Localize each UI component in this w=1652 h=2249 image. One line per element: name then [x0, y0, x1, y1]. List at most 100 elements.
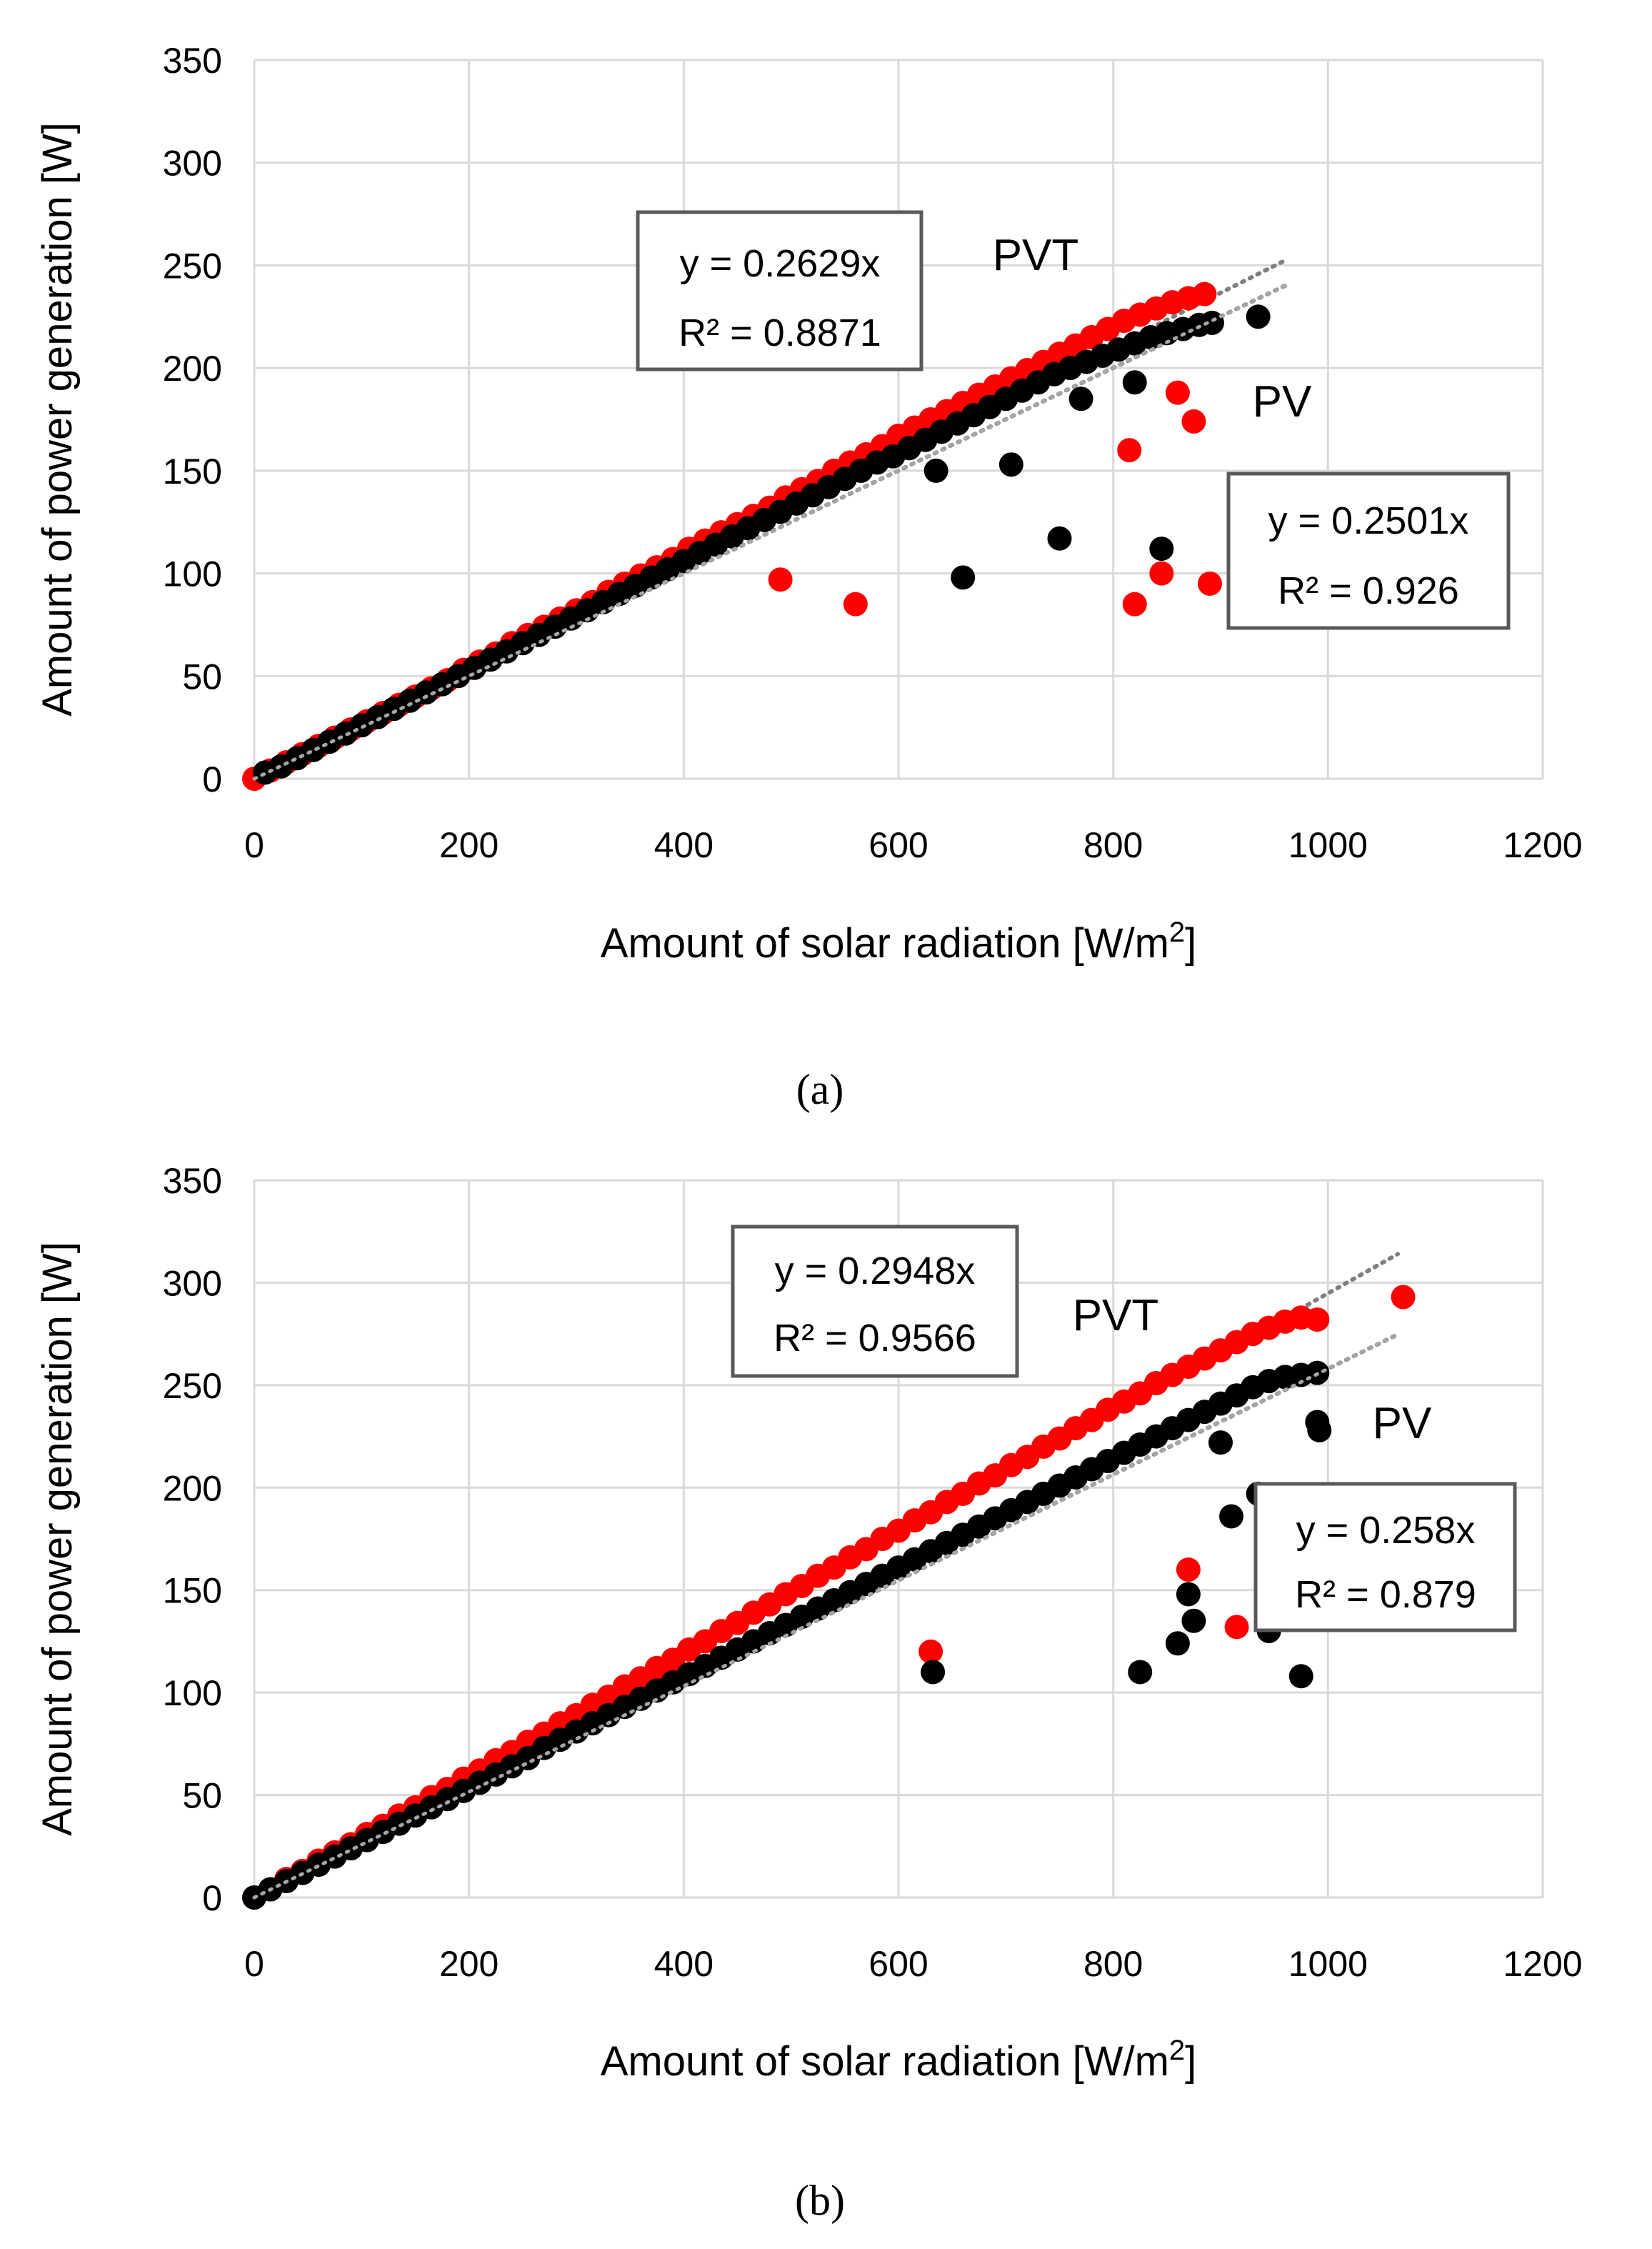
y-tick-label-b: 0	[202, 1878, 222, 1918]
x-tick-label-b: 400	[654, 1944, 714, 1984]
points-b	[242, 1285, 1416, 1910]
x-tick-label-b: 1200	[1503, 1944, 1582, 1984]
chart-a: 0 200 400 600 800 1000 1200 0 50 100 150 200 250 300 3…	[34, 41, 1583, 1113]
y-tick-label-b: 150	[163, 1571, 222, 1611]
points-a	[242, 281, 1287, 791]
series-label-pvt-a: PVT	[993, 231, 1079, 280]
x-tick-label-a: 1200	[1503, 825, 1582, 865]
equation-text-pvt-b: y = 0.2948x	[775, 1250, 976, 1292]
y-tick-label-b: 350	[163, 1161, 222, 1201]
chart-b: 0 200 400 600 800 1000 1200 0 50 100 150 200 250 300 3…	[34, 1161, 1583, 2224]
point-pvt-a	[1192, 281, 1217, 306]
x-tick-label-a: 600	[868, 825, 928, 865]
x-axis-label-text-a: Amount of solar radiation [W/m	[601, 920, 1169, 967]
point-pvt-b	[1305, 1307, 1330, 1332]
equation-text-pv-a: y = 0.2501x	[1268, 499, 1469, 542]
point-pv-a	[1122, 370, 1147, 395]
x-axis-label-sup-b: 2	[1169, 2035, 1185, 2066]
ticks-a: 0 200 400 600 800 1000 1200 0 50 100 150 200 250 300 3…	[163, 41, 1583, 865]
point-pv-b	[1128, 1660, 1153, 1685]
x-axis-label-b: Amount of solar radiation [W/m2]	[601, 2035, 1197, 2085]
point-pv-a	[951, 565, 976, 590]
point-pv-a	[1068, 387, 1093, 412]
y-tick-label-a: 300	[163, 144, 222, 184]
series-label-pv-a: PV	[1253, 377, 1312, 427]
x-tick-label-b: 0	[244, 1944, 264, 1984]
point-pv-a	[1149, 537, 1174, 562]
y-tick-label-a: 50	[182, 657, 222, 697]
point-pv-b	[1165, 1631, 1190, 1656]
x-tick-label-b: 600	[868, 1944, 928, 1984]
x-axis-label-text-b: Amount of solar radiation [W/m	[601, 2038, 1169, 2085]
x-tick-label-b: 1000	[1288, 1944, 1368, 1984]
equation-box-pv-b	[1253, 1482, 1517, 1632]
panel-label-b: (b)	[795, 2177, 845, 2224]
point-pv-b	[1219, 1504, 1244, 1529]
x-axis-label-a: Amount of solar radiation [W/m2]	[601, 917, 1197, 967]
r2-text-pv-b: R² = 0.879	[1295, 1573, 1476, 1616]
x-tick-label-b: 200	[439, 1944, 499, 1984]
y-tick-label-a: 150	[163, 452, 222, 492]
point-pvt-a	[1122, 592, 1147, 617]
equation-text-pvt-a: y = 0.2629x	[680, 242, 881, 285]
point-pvt-b	[1224, 1615, 1249, 1640]
point-pv-b	[1208, 1430, 1233, 1455]
point-pvt-b	[1176, 1557, 1201, 1582]
equation-box-pvt-a	[636, 210, 923, 371]
r2-text-pvt-b: R² = 0.9566	[774, 1317, 976, 1360]
x-tick-label-a: 0	[244, 825, 264, 865]
x-tick-label-a: 1000	[1288, 825, 1368, 865]
x-axis-label-end-a: ]	[1185, 920, 1196, 967]
series-label-pv-b: PV	[1373, 1399, 1432, 1448]
panel-label-a: (a)	[796, 1066, 844, 1113]
annotations-b: y = 0.2948x R² = 0.9566 PVT y = 0.258x R² = …	[731, 1225, 1517, 1632]
x-tick-label-a: 800	[1083, 825, 1143, 865]
y-tick-label-b: 250	[163, 1366, 222, 1406]
r2-text-pvt-a: R² = 0.8871	[679, 311, 881, 354]
equation-box-pv-a	[1226, 472, 1511, 630]
point-pvt-a	[843, 592, 868, 617]
y-tick-label-b: 50	[182, 1776, 222, 1816]
point-pv-b	[1288, 1664, 1313, 1689]
x-tick-label-b: 800	[1083, 1944, 1143, 1984]
point-pvt-a	[1165, 380, 1190, 405]
point-pv-b	[1307, 1417, 1332, 1442]
x-tick-label-a: 200	[439, 825, 499, 865]
point-pvt-a	[1181, 409, 1206, 434]
x-tick-label-a: 400	[654, 825, 714, 865]
point-pvt-b	[1391, 1285, 1416, 1310]
y-tick-label-a: 350	[163, 41, 222, 81]
point-pv-a	[998, 452, 1023, 477]
y-tick-label-b: 200	[163, 1468, 222, 1508]
point-pv-b	[1176, 1582, 1201, 1607]
y-tick-label-a: 250	[163, 246, 222, 286]
x-axis-label-sup-a: 2	[1169, 917, 1185, 948]
y-axis-label-a: Amount of power generation [W]	[34, 122, 81, 717]
trendline-overlay-a	[252, 284, 1287, 781]
y-tick-label-a: 0	[202, 759, 222, 799]
point-pv-a	[923, 458, 948, 483]
point-pvt-a	[1197, 571, 1222, 596]
point-pv-a	[1199, 310, 1224, 335]
point-pvt-a	[1117, 438, 1142, 463]
y-tick-label-a: 200	[163, 349, 222, 389]
point-pv-b	[1181, 1608, 1206, 1633]
point-pv-a	[1047, 526, 1072, 551]
point-pvt-a	[1149, 561, 1174, 586]
point-pvt-b	[918, 1639, 943, 1664]
point-pv-a	[1246, 304, 1271, 329]
point-pv-b	[921, 1660, 946, 1685]
trendline-overlay-b	[252, 1332, 1400, 1900]
series-label-pvt-b: PVT	[1073, 1291, 1159, 1340]
annotations-a: y = 0.2629x R² = 0.8871 PVT y = 0.2501x R² =…	[636, 210, 1511, 630]
r2-text-pv-a: R² = 0.926	[1278, 569, 1459, 612]
ticks-b: 0 200 400 600 800 1000 1200 0 50 100 150 200 250 300 3…	[163, 1161, 1583, 1984]
point-pvt-a	[768, 567, 793, 592]
x-axis-label-end-b: ]	[1185, 2038, 1196, 2085]
y-axis-label-b: Amount of power generation [W]	[34, 1242, 81, 1836]
equation-text-pv-b: y = 0.258x	[1296, 1509, 1476, 1552]
y-tick-label-b: 100	[163, 1673, 222, 1713]
equation-box-pvt-b	[731, 1225, 1019, 1378]
y-tick-label-a: 100	[163, 554, 222, 594]
